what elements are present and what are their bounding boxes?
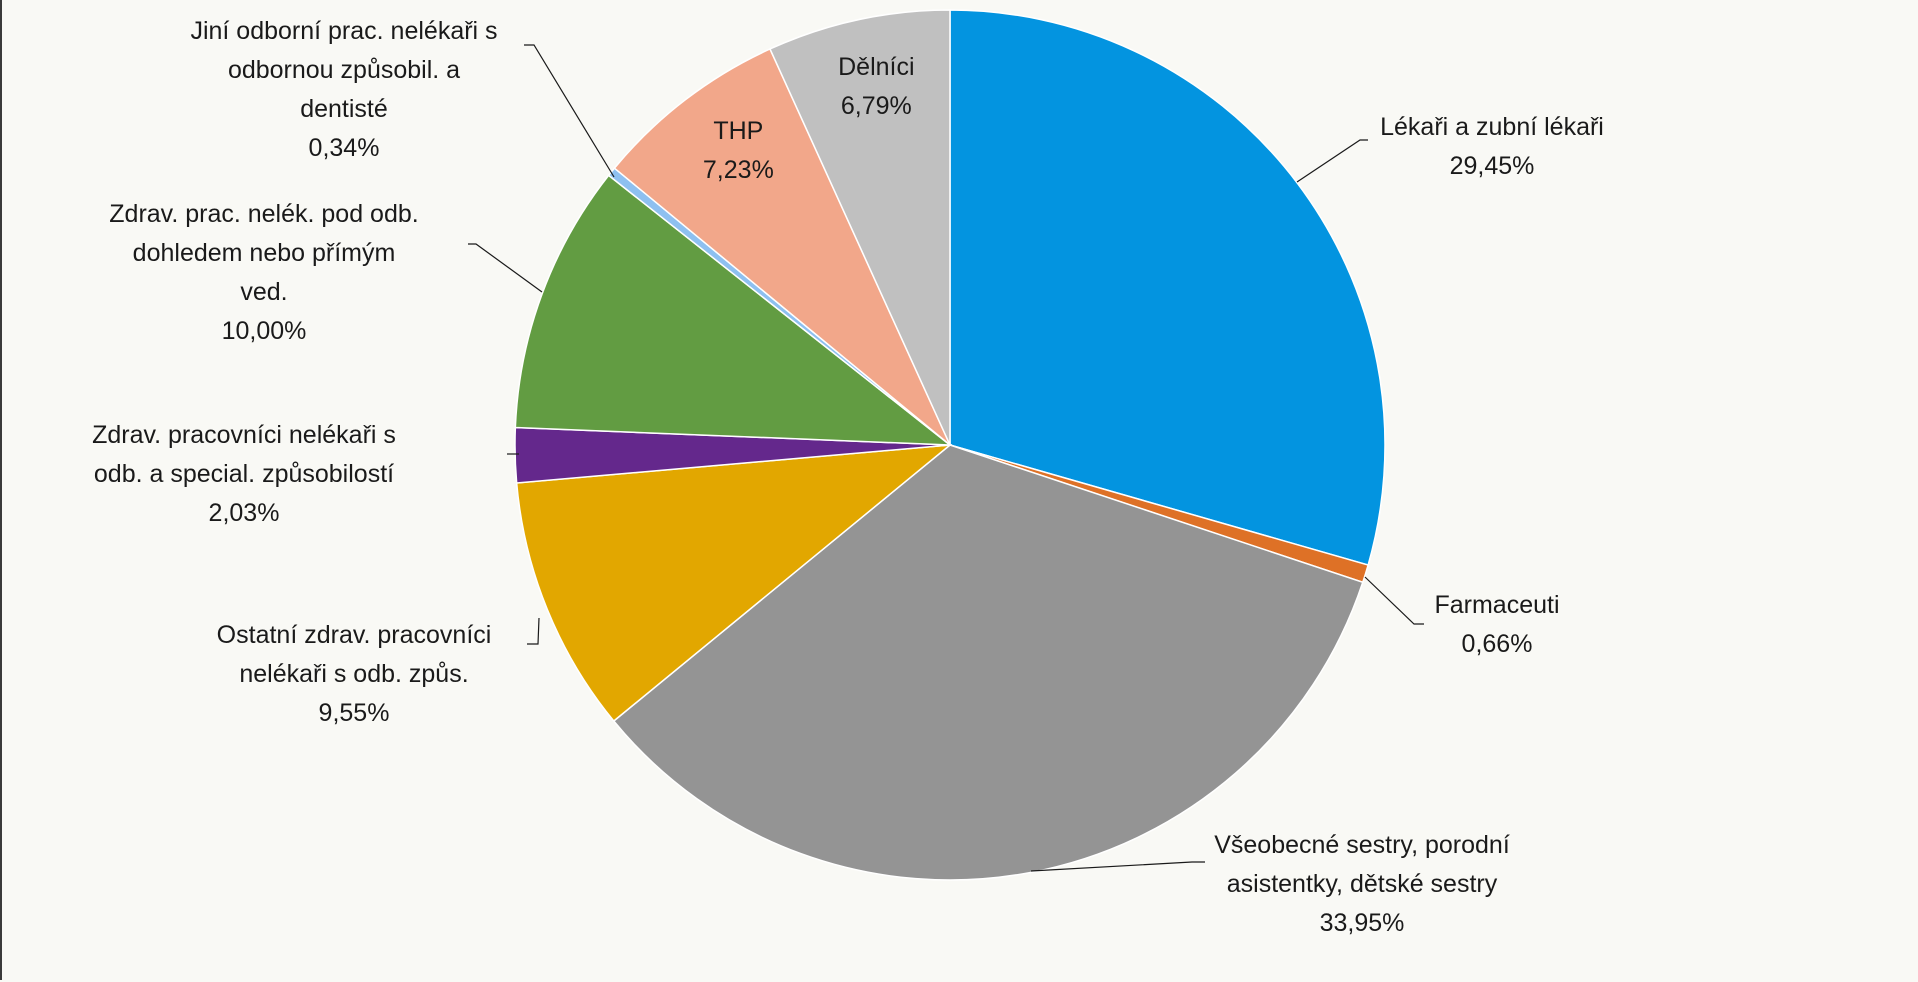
slice-label: Všeobecné sestry, porodní asistentky, dět… <box>1214 831 1510 937</box>
slice-label-text: Zdrav. prac. nelék. pod odb. <box>109 200 418 228</box>
leader-line <box>1364 576 1424 625</box>
slice-value-label: 0,66% <box>1462 630 1533 658</box>
slice-label: Dělníci 6,79% <box>838 53 914 120</box>
slice-label: Zdrav. prac. nelék. pod odb. dohledem neb… <box>109 200 418 345</box>
slice-value-label: 9,55% <box>319 699 390 727</box>
slice-value-label: 10,00% <box>222 317 307 345</box>
slice-label-text: Všeobecné sestry, porodní <box>1214 831 1510 859</box>
leader-line <box>468 243 543 293</box>
slice-label: Lékaři a zubní lékaři 29,45% <box>1380 113 1604 180</box>
slice-label-text: dohledem nebo přímým <box>133 239 396 267</box>
leader-line <box>1296 139 1368 183</box>
slice-label-text: Lékaři a zubní lékaři <box>1380 113 1604 141</box>
leader-line <box>1030 861 1205 872</box>
pie-slice <box>949 9 1386 566</box>
slice-label: Zdrav. pracovníci nelékaři s odb. a speci… <box>92 421 396 527</box>
slice-label-text: Dělníci <box>838 53 914 81</box>
pie-slice <box>613 47 951 446</box>
slice-value-label: 2,03% <box>209 499 280 527</box>
slice-label-text: THP <box>713 117 763 145</box>
slice-label-text: Zdrav. pracovníci nelékaři s <box>92 421 396 449</box>
pie-slice <box>612 444 1364 881</box>
pie-slice <box>769 9 951 446</box>
slice-label-text: odbornou způsobil. a <box>228 56 460 84</box>
slice-label-text: ved. <box>240 278 287 306</box>
slice-label: THP 7,23% <box>703 117 774 184</box>
slice-value-label: 29,45% <box>1450 152 1535 180</box>
slice-label-text: Ostatní zdrav. pracovníci <box>217 621 492 649</box>
pie-slice <box>514 174 953 446</box>
slice-label: Farmaceuti 0,66% <box>1434 591 1559 658</box>
leader-line <box>527 617 540 645</box>
slice-label: Jiní odborní prac. nelékaři s odbornou zp… <box>190 17 497 162</box>
slice-value-label: 33,95% <box>1320 909 1405 937</box>
slice-value-label: 7,23% <box>703 156 774 184</box>
slice-label-text: nelékaři s odb. způs. <box>239 660 468 688</box>
leader-line <box>524 44 615 178</box>
slice-label-text: odb. a special. způsobilostí <box>94 460 394 488</box>
slice-value-label: 0,34% <box>309 134 380 162</box>
slice-label-text: dentisté <box>300 95 388 123</box>
slice-label-text: Farmaceuti <box>1434 591 1559 619</box>
slice-label-text: asistentky, dětské sestry <box>1227 870 1498 898</box>
slice-value-label: 6,79% <box>841 92 912 120</box>
slice-label: Ostatní zdrav. pracovníci nelékaři s odb.… <box>217 621 492 727</box>
slice-label-text: Jiní odborní prac. nelékaři s <box>190 17 497 45</box>
pie-slice <box>515 444 953 723</box>
